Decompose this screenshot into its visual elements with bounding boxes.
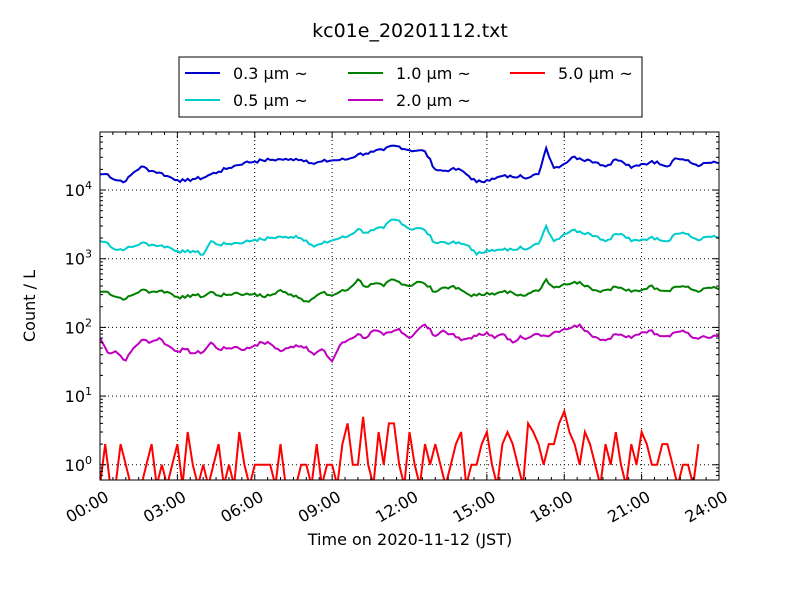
legend-label: 1.0 μm ~	[396, 64, 471, 83]
y-tick-label: 103	[65, 248, 92, 269]
series-line	[100, 277, 719, 303]
legend-label: 0.5 μm ~	[233, 91, 308, 110]
y-tick-label: 104	[65, 179, 92, 200]
series-line	[100, 218, 719, 257]
x-tick-label: 09:00	[295, 487, 344, 527]
legend: 0.3 μm ~ 0.5 μm ~ 1.0 μm ~ 2.0 μm ~ 5.0 μm ~	[178, 56, 643, 118]
x-tick-label: 12:00	[372, 487, 421, 527]
legend-label: 2.0 μm ~	[396, 91, 471, 110]
legend-label: 5.0 μm ~	[558, 64, 633, 83]
legend-label: 0.3 μm ~	[233, 64, 308, 83]
series-line	[100, 323, 719, 364]
y-axis-title: Count / L	[20, 270, 39, 342]
x-tick-label: 21:00	[604, 487, 653, 527]
y-tick-label: 100	[65, 454, 92, 475]
y-tick-label: 102	[65, 316, 92, 337]
x-tick-label: 15:00	[449, 487, 498, 527]
x-tick-label: 18:00	[527, 487, 576, 527]
x-tick-label: 03:00	[140, 487, 189, 527]
series-line	[100, 144, 719, 184]
series-line	[100, 408, 700, 480]
series-group	[100, 144, 719, 480]
chart-title: kc01e_20201112.txt	[312, 20, 508, 42]
y-tick-label: 101	[65, 385, 92, 406]
x-tick-label: 24:00	[682, 487, 731, 527]
x-axis-title: Time on 2020-11-12 (JST)	[307, 530, 512, 549]
x-tick-label: 00:00	[63, 487, 112, 527]
legend-frame	[178, 56, 643, 118]
x-tick-label: 06:00	[217, 487, 266, 527]
